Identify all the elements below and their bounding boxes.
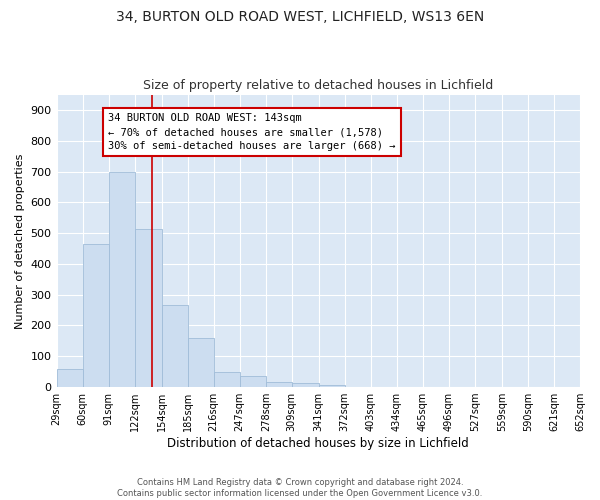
Bar: [266, 382, 292, 387]
Title: Size of property relative to detached houses in Lichfield: Size of property relative to detached ho…: [143, 79, 493, 92]
Bar: [214, 372, 240, 387]
Text: 34 BURTON OLD ROAD WEST: 143sqm
← 70% of detached houses are smaller (1,578)
30%: 34 BURTON OLD ROAD WEST: 143sqm ← 70% of…: [108, 113, 395, 151]
Bar: [319, 384, 345, 387]
Bar: [134, 228, 161, 387]
Bar: [109, 172, 134, 387]
Bar: [188, 338, 214, 387]
Text: Contains HM Land Registry data © Crown copyright and database right 2024.
Contai: Contains HM Land Registry data © Crown c…: [118, 478, 482, 498]
Bar: [292, 383, 319, 387]
Y-axis label: Number of detached properties: Number of detached properties: [15, 153, 25, 328]
Text: 34, BURTON OLD ROAD WEST, LICHFIELD, WS13 6EN: 34, BURTON OLD ROAD WEST, LICHFIELD, WS1…: [116, 10, 484, 24]
Bar: [83, 244, 109, 387]
Bar: [240, 376, 266, 387]
X-axis label: Distribution of detached houses by size in Lichfield: Distribution of detached houses by size …: [167, 437, 469, 450]
Bar: [56, 368, 83, 387]
Bar: [161, 306, 188, 387]
